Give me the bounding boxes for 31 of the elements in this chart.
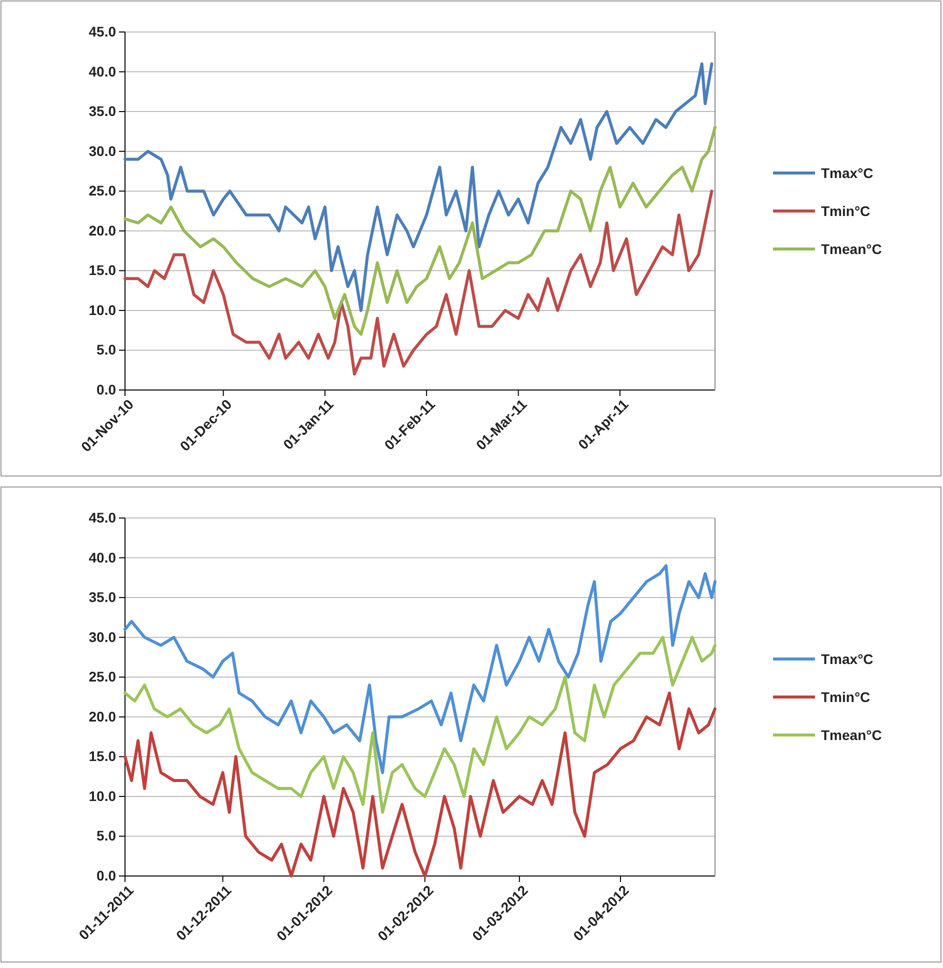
- legend-label: Tmin°C: [821, 202, 870, 219]
- y-tick-label: 5.0: [96, 342, 116, 358]
- y-tick-label: 0.0: [96, 381, 116, 398]
- y-tick-label: 20.0: [88, 708, 116, 724]
- line-series: [124, 126, 716, 336]
- line-series: [124, 636, 716, 814]
- legend-label: Tmean°C: [821, 726, 882, 743]
- y-tick-label: 30.0: [88, 628, 116, 645]
- y-tick-label: 45.0: [88, 23, 116, 40]
- line-series: [124, 564, 716, 774]
- y-tick-label: 25.0: [88, 182, 116, 199]
- legend-label: Tmax°C: [821, 650, 874, 667]
- y-tick-label: 45.0: [88, 509, 116, 526]
- y-tick-label: 30.0: [88, 142, 116, 159]
- y-tick-label: 0.0: [96, 867, 116, 884]
- y-tick-label: 35.0: [88, 589, 116, 606]
- y-tick-label: 15.0: [88, 748, 116, 764]
- y-tick-label: 10.0: [88, 788, 116, 804]
- legend-label: Tmin°C: [821, 688, 870, 705]
- y-tick-label: 20.0: [88, 222, 116, 238]
- line-series: [124, 62, 714, 312]
- y-tick-label: 15.0: [88, 262, 116, 278]
- legend-label: Tmax°C: [821, 164, 874, 181]
- y-tick-label: 40.0: [88, 549, 116, 566]
- y-tick-label: 35.0: [88, 103, 116, 120]
- line-series: [124, 190, 714, 376]
- y-tick-label: 10.0: [88, 302, 116, 318]
- y-tick-label: 25.0: [88, 668, 116, 685]
- y-tick-label: 5.0: [96, 828, 116, 844]
- y-tick-label: 40.0: [88, 63, 116, 80]
- legend-label: Tmean°C: [821, 240, 882, 257]
